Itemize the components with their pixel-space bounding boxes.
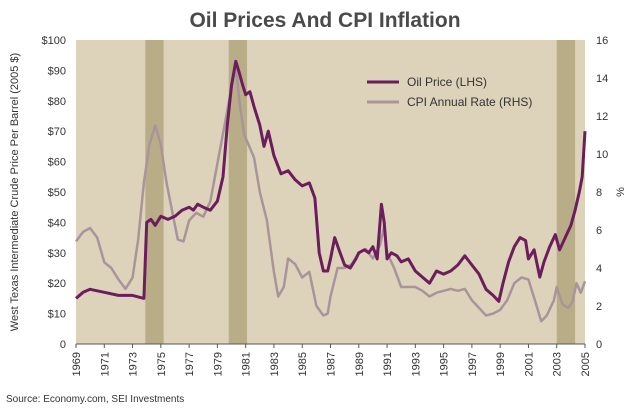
x-tick-label: 1997 xyxy=(467,352,479,376)
x-tick-label: 1973 xyxy=(128,352,140,376)
left-tick-label: $70 xyxy=(48,126,66,138)
x-tick-label: 2003 xyxy=(552,352,564,376)
left-tick-label: $90 xyxy=(48,65,66,77)
right-tick-label: 2 xyxy=(596,301,602,313)
x-tick-label: 1989 xyxy=(354,352,366,376)
left-tick-label: $20 xyxy=(48,278,66,290)
x-tick-label: 1971 xyxy=(99,352,111,376)
left-tick-label: $40 xyxy=(48,217,66,229)
x-tick-label: 1985 xyxy=(297,352,309,376)
left-tick-label: $10 xyxy=(48,309,66,321)
x-tick-label: 1979 xyxy=(212,352,224,376)
x-tick-label: 2005 xyxy=(580,352,592,376)
right-tick-label: 8 xyxy=(596,187,602,199)
right-tick-label: 12 xyxy=(596,111,608,123)
recession-band-0 xyxy=(145,40,164,344)
x-tick-label: 1975 xyxy=(156,352,168,376)
left-tick-label: 0 xyxy=(60,339,66,351)
x-tick-label: 1993 xyxy=(410,352,422,376)
x-axis-ticks: 1969 1971 1973 1975 1977 1979 1981 1983 1985 1987… xyxy=(71,344,592,376)
x-tick-label: 1983 xyxy=(269,352,281,376)
left-tick-label: $60 xyxy=(48,157,66,169)
x-tick-label: 1991 xyxy=(382,352,394,376)
legend-label-cpi: CPI Annual Rate (RHS) xyxy=(407,95,532,109)
legend-label-oil: Oil Price (LHS) xyxy=(407,75,487,89)
x-tick-label: 2001 xyxy=(523,352,535,376)
chart-title: Oil Prices And CPI Inflation xyxy=(189,9,460,32)
right-axis-ticks: 16 14 12 10 8 6 4 2 0 xyxy=(596,35,608,351)
right-tick-label: 0 xyxy=(596,339,602,351)
series-line-oil-price xyxy=(75,59,587,303)
source-note: Source: Economy.com, SEI Investments xyxy=(6,394,184,405)
x-tick-label: 1999 xyxy=(495,352,507,376)
legend: Oil Price (LHS) CPI Annual Rate (RHS) xyxy=(367,75,532,109)
series-line-cpi-rate xyxy=(74,65,587,323)
left-axis-ticks: $100$90$80$70$60$50$40$30$20$100 xyxy=(42,35,66,351)
right-tick-label: 4 xyxy=(596,263,602,275)
x-tick-label: 1987 xyxy=(326,352,338,376)
right-tick-label: 14 xyxy=(596,73,608,85)
x-tick-label: 1981 xyxy=(241,352,253,376)
y-axis-label-left: West Texas Intermediate Crude Price Per … xyxy=(9,53,21,331)
right-tick-label: 10 xyxy=(596,149,608,161)
x-tick-label: 1977 xyxy=(184,352,196,376)
recession-band-2 xyxy=(556,40,576,344)
left-tick-label: $80 xyxy=(48,96,66,108)
x-tick-label: 1995 xyxy=(439,352,451,376)
series-lines xyxy=(74,59,587,323)
x-tick-label: 1969 xyxy=(71,352,83,376)
left-tick-label: $50 xyxy=(48,187,66,199)
right-tick-label: 6 xyxy=(596,225,602,237)
right-tick-label: 16 xyxy=(596,35,608,47)
y-axis-label-right: % xyxy=(615,187,627,197)
left-tick-label: $100 xyxy=(42,35,66,47)
left-tick-label: $30 xyxy=(48,248,66,260)
